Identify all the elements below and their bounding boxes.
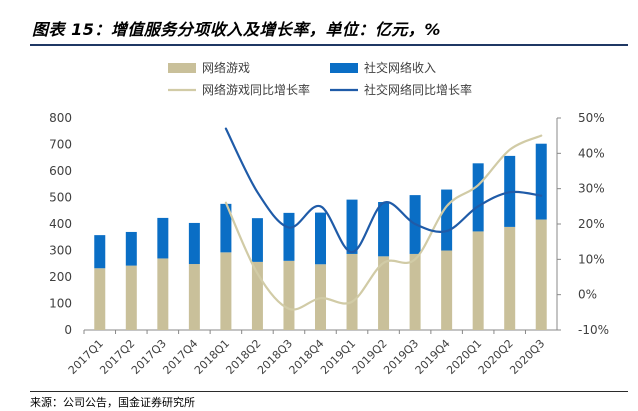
right-tick-label: 50% <box>578 111 605 125</box>
right-tick-label: 30% <box>578 182 605 196</box>
bar-online-game <box>188 264 200 330</box>
legend-online-game-swatch <box>168 63 196 73</box>
bar-social-network <box>472 163 484 232</box>
x-tick-label: 2020Q3 <box>507 337 547 377</box>
bar-online-game <box>283 260 295 330</box>
title-bar: 图表 15：增值服务分项收入及增长率，单位：亿元，% <box>0 0 638 46</box>
bar-social-network <box>441 189 453 251</box>
left-tick-label: 700 <box>49 138 72 152</box>
bar-social-network <box>157 217 169 259</box>
bar-online-game <box>504 226 516 330</box>
bar-social-network <box>315 212 326 265</box>
bar-online-game <box>94 268 106 330</box>
bar-online-game <box>441 250 453 330</box>
bar-online-game <box>409 253 421 330</box>
legend-social-network-growth-label: 社交网络同比增长率 <box>364 82 472 97</box>
bar-social-network <box>220 203 232 253</box>
bar-social-network <box>94 235 106 269</box>
left-tick-label: 500 <box>49 191 72 205</box>
left-tick-label: 600 <box>49 164 72 178</box>
legend-online-game-growth-label: 网络游戏同比增长率 <box>202 82 310 97</box>
bar-social-network <box>346 199 358 254</box>
right-tick-label: 20% <box>578 217 605 231</box>
left-tick-label: 400 <box>49 217 72 231</box>
left-tick-label: 100 <box>49 297 72 311</box>
bar-online-game <box>378 256 390 330</box>
left-tick-label: 200 <box>49 270 72 284</box>
right-tick-label: 0% <box>578 288 597 302</box>
bar-social-network <box>251 218 263 262</box>
right-tick-label: 10% <box>578 252 605 266</box>
source-divider <box>30 391 628 392</box>
bar-social-network <box>188 222 200 265</box>
left-tick-label: 300 <box>49 244 72 258</box>
bar-online-game <box>220 252 232 330</box>
bar-online-game <box>251 261 263 330</box>
bar-social-network <box>125 231 137 266</box>
bar-online-game <box>535 219 547 330</box>
chart-title: 图表 15：增值服务分项收入及增长率，单位：亿元，% <box>32 20 441 39</box>
source-note: 来源：公司公告，国金证券研究所 <box>30 396 195 409</box>
bar-online-game <box>157 258 169 330</box>
legend-social-network-swatch <box>330 63 358 73</box>
left-tick-label: 800 <box>49 111 72 125</box>
bar-social-network <box>283 212 295 261</box>
left-tick-label: 0 <box>64 323 72 337</box>
line-online-game-growth <box>224 134 543 311</box>
bar-online-game <box>125 265 137 330</box>
right-tick-label: -10% <box>578 323 609 337</box>
bar-social-network <box>378 202 390 257</box>
line-social-network-growth <box>224 127 543 254</box>
legend-online-game-label: 网络游戏 <box>202 60 250 75</box>
bar-online-game <box>346 253 358 330</box>
bar-online-game <box>472 231 484 330</box>
bar-social-network <box>535 143 547 220</box>
right-tick-label: 40% <box>578 146 605 160</box>
title-divider <box>30 44 628 46</box>
legend-social-network-label: 社交网络收入 <box>364 60 436 75</box>
